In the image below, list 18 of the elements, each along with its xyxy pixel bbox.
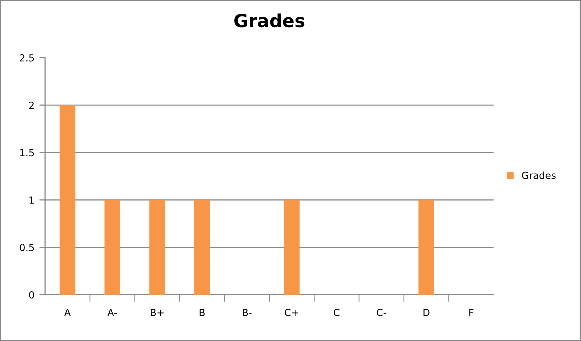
y-tick-label: 2 [29,102,34,110]
x-tick-label: A- [108,309,118,316]
x-tick-label: C+ [285,309,298,316]
x-tick-label: B- [243,309,252,316]
chart-title: Grades [234,14,305,28]
x-tick-label: A [64,309,71,316]
y-tick-label: 0.5 [20,244,34,252]
x-tick-label: C [334,309,340,316]
y-tick-label: 1 [30,196,34,204]
x-tick-label: B+ [150,309,164,316]
y-tick-label: 0 [29,291,34,299]
x-tick-label: B [200,309,205,316]
x-tick-label: F [470,309,474,316]
y-tick-label: 2.5 [20,54,34,62]
y-tick-label: 1.5 [20,149,34,157]
x-tick-label: C- [377,309,386,316]
legend-label: Grades [522,172,556,180]
x-tick-label: D [424,309,430,316]
